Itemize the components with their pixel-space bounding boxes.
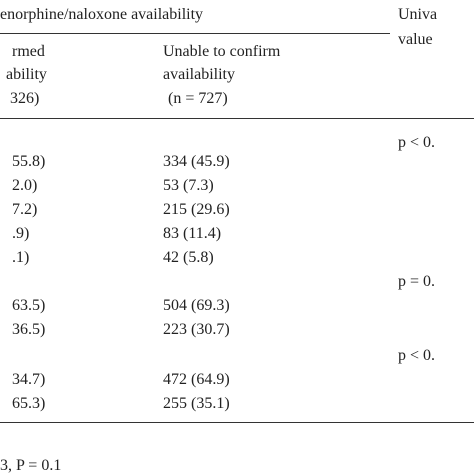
p-value: p < 0. [398, 347, 436, 364]
cell: 63.5) [12, 297, 46, 314]
cell: 504 (69.3) [163, 297, 230, 314]
pvalue-header: value [398, 31, 433, 48]
footnote: 3, P = 0.1 [0, 457, 62, 474]
cell: 472 (64.9) [163, 371, 230, 388]
p-value: p < 0. [398, 134, 436, 151]
cell: .9) [12, 225, 30, 242]
col-header: ability [6, 66, 47, 83]
cell: 223 (30.7) [163, 321, 230, 338]
pvalue-header: Univa [398, 6, 438, 23]
cell: 42 (5.8) [163, 249, 214, 266]
col-header: Unable to confirm [163, 43, 281, 60]
cell: 34.7) [12, 371, 46, 388]
col-header: (n = 727) [168, 90, 228, 107]
rule [0, 422, 474, 423]
cell: 334 (45.9) [163, 153, 230, 170]
p-value: p = 0. [398, 273, 436, 290]
rule [0, 118, 474, 119]
cell: .1) [12, 249, 30, 266]
cell: 255 (35.1) [163, 395, 230, 412]
cell: 65.3) [12, 395, 46, 412]
col-header: availability [163, 66, 235, 83]
cell: 53 (7.3) [163, 177, 214, 194]
col-header: rmed [12, 43, 45, 60]
cell: 2.0) [12, 177, 38, 194]
cell: 7.2) [12, 201, 38, 218]
rule [0, 33, 390, 34]
cell: 83 (11.4) [163, 225, 222, 242]
cell: 215 (29.6) [163, 201, 230, 218]
cell: 55.8) [12, 153, 46, 170]
col-header: 326) [10, 90, 40, 107]
cell: 36.5) [12, 321, 46, 338]
group-header: enorphine/naloxone availability [0, 6, 204, 23]
